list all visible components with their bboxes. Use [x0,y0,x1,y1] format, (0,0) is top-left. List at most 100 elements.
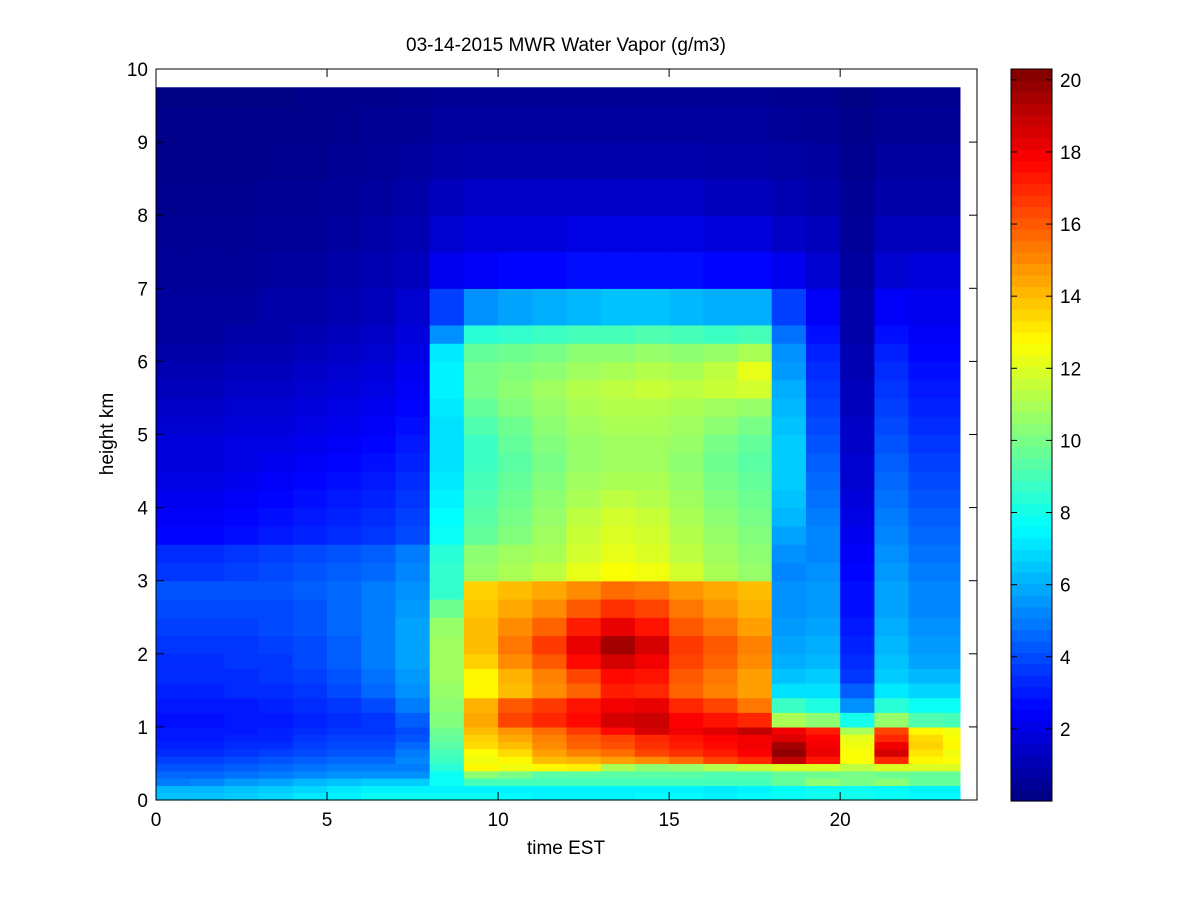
heatmap-cell [224,562,260,582]
heatmap-cell [942,697,961,713]
heatmap-cell [463,251,499,289]
heatmap-cell [327,562,362,582]
colorbar-step [1011,503,1052,516]
heatmap-cell [669,251,704,289]
heatmap-cell [156,712,191,728]
colorbar-tick-label: 20 [1060,71,1081,92]
heatmap-cell [395,785,431,794]
heatmap-cell [429,178,465,216]
colorbar-step [1011,640,1052,653]
heatmap-cell [840,251,875,289]
heatmap-cell [737,178,773,216]
heatmap-cell [156,683,191,699]
heatmap-cell [771,748,807,757]
heatmap-cell [840,361,875,381]
heatmap-cell [566,617,602,637]
heatmap-cell [942,525,961,545]
heatmap-cell [361,361,397,381]
heatmap-cell [156,507,191,527]
heatmap-cell [190,416,226,436]
heatmap-cell [634,507,670,527]
heatmap-cell [908,525,944,545]
heatmap-cell [942,653,961,670]
heatmap-cell [908,778,944,786]
heatmap-cell [224,452,260,472]
heatmap-cell [258,434,294,454]
heatmap-cell [600,397,636,417]
heatmap-cell [600,544,636,564]
heatmap-cell [634,489,670,509]
heatmap-cell [292,712,328,728]
heatmap-cell [361,792,397,801]
heatmap-cell [258,653,294,670]
heatmap-cell [327,525,362,545]
heatmap-cell [190,580,226,600]
heatmap-cell [156,343,191,363]
heatmap-cell [771,251,807,289]
heatmap-cell [361,452,397,472]
heatmap-cell [429,324,465,344]
heatmap-cell [771,734,807,743]
heatmap-cell [669,712,704,728]
heatmap-cell [600,792,636,801]
heatmap-cell [634,379,670,399]
y-tick-label: 4 [137,499,148,520]
heatmap-cell [429,416,465,436]
colorbar-step [1011,240,1052,253]
heatmap-cell [874,397,910,417]
heatmap-cell [395,763,431,772]
heatmap-cell [292,288,328,326]
heatmap-cell [395,562,431,582]
heatmap-cell [190,251,226,289]
colorbar-step [1011,720,1052,733]
heatmap-cell [395,697,431,713]
heatmap-cell [224,792,260,801]
heatmap-cell [634,215,670,253]
heatmap-cell [737,598,773,618]
heatmap-cell [566,507,602,527]
heatmap-cell [258,87,294,107]
heatmap-cell [532,741,568,750]
x-tick-label: 20 [830,810,851,831]
heatmap-cell [224,397,260,417]
heatmap-cell [292,544,328,564]
heatmap-cell [498,668,533,684]
heatmap-cell [942,343,961,363]
heatmap-cell [292,792,328,801]
heatmap-cell [771,756,807,765]
x-tick-label: 10 [488,810,509,831]
heatmap-cell [737,635,773,655]
heatmap-cell [463,778,499,786]
heatmap-cell [224,434,260,454]
heatmap-cell [463,792,499,801]
colorbar-step [1011,743,1052,756]
heatmap-cell [361,748,397,757]
heatmap-cell [840,598,875,618]
heatmap-cell [498,756,533,765]
heatmap-cell [737,215,773,253]
heatmap-cell [361,324,397,344]
heatmap-cell [156,397,191,417]
heatmap-cell [874,748,910,757]
heatmap-cell [327,741,362,750]
y-tick-label: 0 [137,791,148,812]
heatmap-cell [840,489,875,509]
heatmap-cell [908,544,944,564]
heatmap-cell [361,712,397,728]
heatmap-cell [395,756,431,765]
heatmap-cell [634,105,670,143]
heatmap-cell [771,489,807,509]
heatmap-cell [224,668,260,684]
heatmap-cell [532,379,568,399]
heatmap-cell [361,507,397,527]
heatmap-cell [840,397,875,417]
heatmap-cell [703,741,739,750]
heatmap-cell [156,544,191,564]
heatmap-cell [566,778,602,786]
heatmap-cell [669,397,704,417]
heatmap-cell [566,416,602,436]
heatmap-cell [771,653,807,670]
heatmap-cell [429,697,465,713]
heatmap-cell [463,598,499,618]
